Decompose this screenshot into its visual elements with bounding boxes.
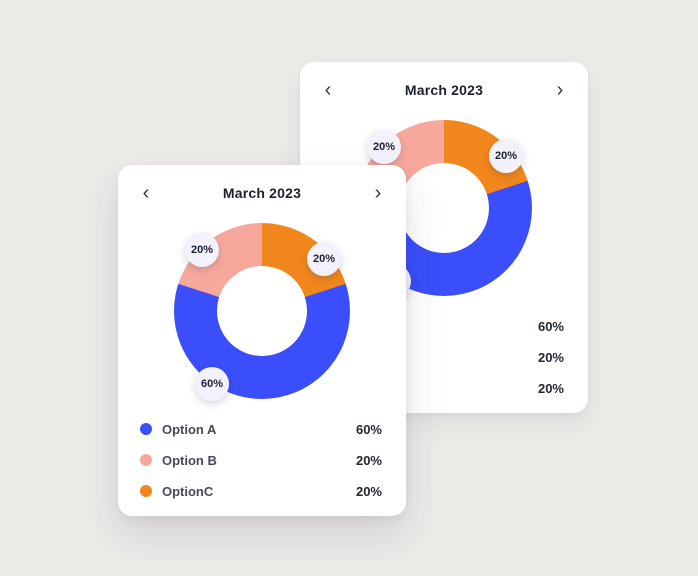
legend-value: 20% xyxy=(537,380,564,396)
next-month-button[interactable]: › xyxy=(548,78,572,102)
percent-badge-option-a: 60% xyxy=(195,367,229,401)
card-header: ‹ March 2023 › xyxy=(118,165,406,205)
chevron-right-icon: › xyxy=(374,182,382,204)
percent-badge-option-b: 20% xyxy=(185,233,219,267)
legend-label: Option B xyxy=(162,452,217,468)
legend-value: 20% xyxy=(355,452,382,468)
prev-month-button[interactable]: ‹ xyxy=(316,78,340,102)
percent-badge-option-c: 20% xyxy=(307,242,341,276)
percent-badge-option-b: 20% xyxy=(367,130,401,164)
chart-card-front: ‹ March 2023 › 20% 20% 60% Option A 60% … xyxy=(118,165,406,516)
chevron-left-icon: ‹ xyxy=(142,182,150,204)
donut-chart: 20% 20% 60% xyxy=(174,223,350,401)
legend-value: 60% xyxy=(355,421,382,437)
legend-label: Option A xyxy=(162,421,217,437)
card-title: March 2023 xyxy=(404,82,484,98)
legend-value: 60% xyxy=(537,318,564,334)
legend: Option A 60% Option B 20% OptionC 20% xyxy=(140,419,382,501)
legend-value: 20% xyxy=(355,483,382,499)
legend-row-option-b: Option B 20% xyxy=(140,450,382,470)
donut-hole xyxy=(399,163,489,253)
legend-dot-option-c xyxy=(140,485,152,497)
legend-label: OptionC xyxy=(162,483,214,499)
card-title: March 2023 xyxy=(222,185,302,201)
legend-row-option-a: Option A 60% xyxy=(140,419,382,439)
legend-dot-option-b xyxy=(140,454,152,466)
legend-value: 20% xyxy=(537,349,564,365)
card-header: ‹ March 2023 › xyxy=(300,62,588,102)
legend-dot-option-a xyxy=(140,423,152,435)
next-month-button[interactable]: › xyxy=(366,181,390,205)
prev-month-button[interactable]: ‹ xyxy=(134,181,158,205)
chevron-right-icon: › xyxy=(556,79,564,101)
chevron-left-icon: ‹ xyxy=(324,79,332,101)
donut-hole xyxy=(217,266,307,356)
legend-row-option-c: OptionC 20% xyxy=(140,481,382,501)
percent-badge-option-c: 20% xyxy=(489,139,523,173)
